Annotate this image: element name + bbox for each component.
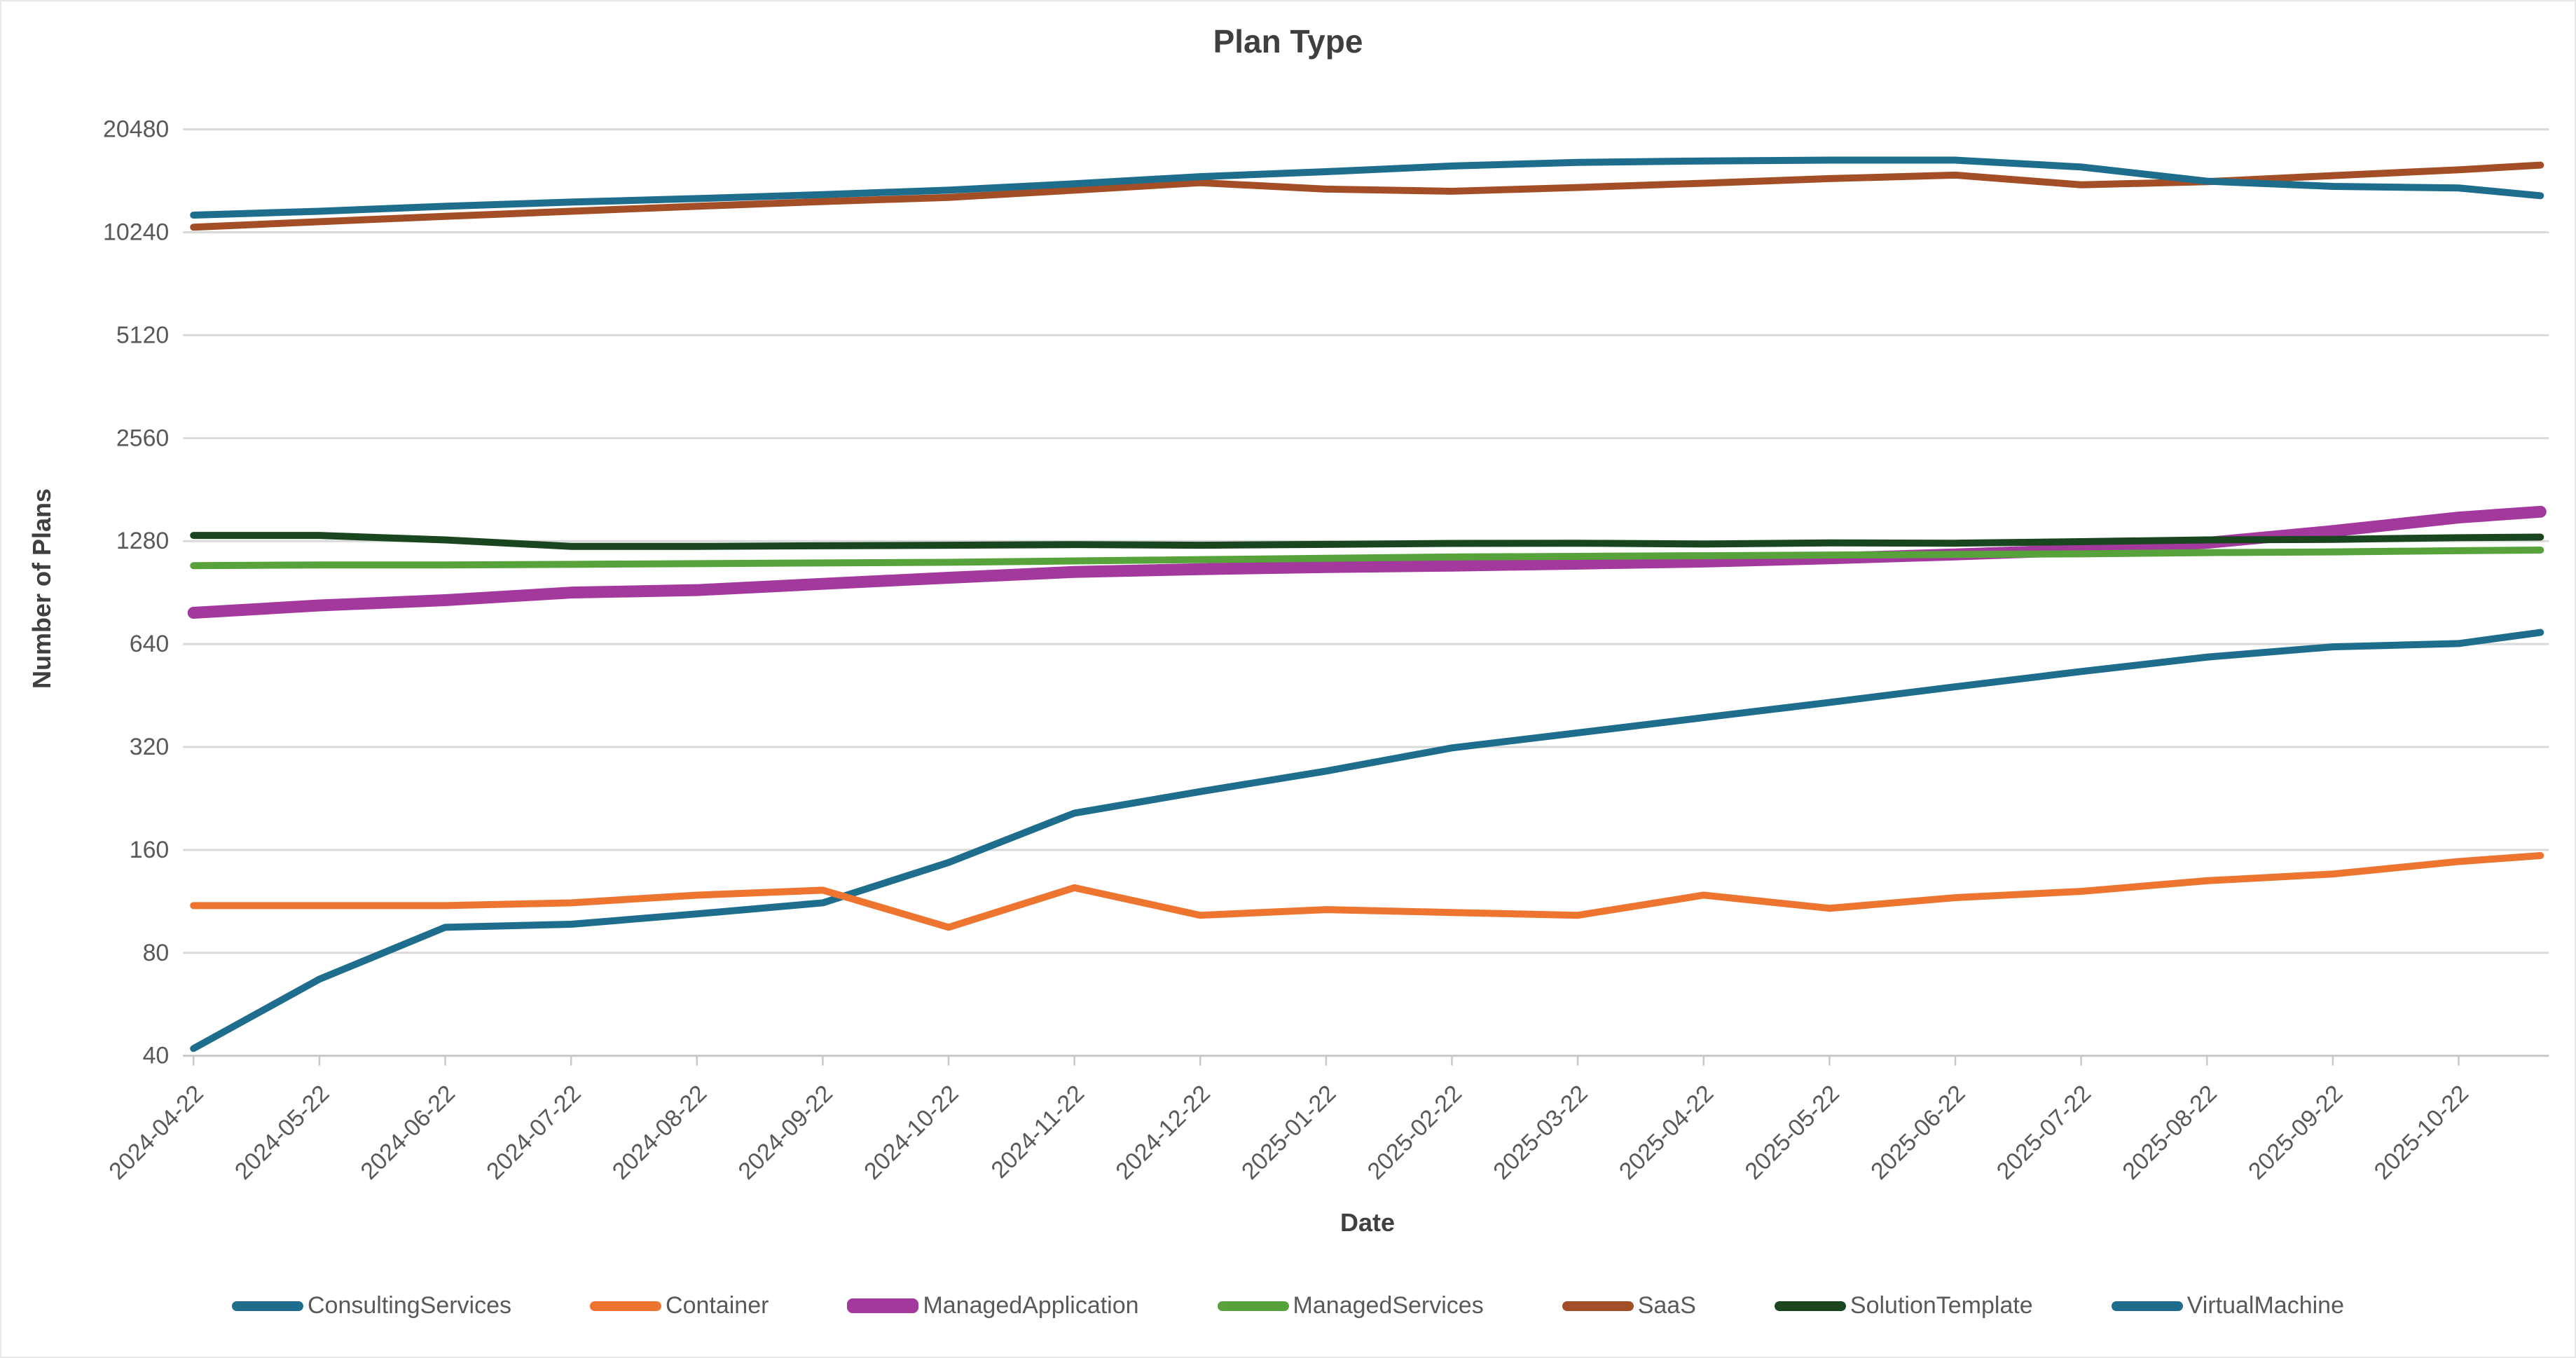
x-tick-label: 2025-01-22: [1237, 1080, 1342, 1185]
legend-swatch-saas: [1562, 1301, 1634, 1311]
legend-item-container[interactable]: Container: [590, 1292, 769, 1319]
y-tick-label: 5120: [116, 322, 169, 348]
series-line-virtualmachine: [190, 156, 2544, 219]
legend-label: Container: [666, 1292, 769, 1319]
legend-item-managed-application[interactable]: ManagedApplication: [847, 1292, 1139, 1319]
x-tick-label: 2025-09-22: [2243, 1080, 2348, 1185]
legend-swatch-managed-services: [1217, 1301, 1289, 1311]
y-tick-label: 320: [130, 734, 170, 760]
x-tick-label: 2025-02-22: [1363, 1080, 1468, 1185]
legend-label: SaaS: [1637, 1292, 1696, 1319]
y-tick-label: 10240: [103, 219, 169, 246]
series-line-managedservices: [190, 546, 2544, 570]
chart-title: Plan Type: [1213, 23, 1363, 60]
series-line-consultingservices: [190, 629, 2544, 1052]
x-axis-title: Date: [1339, 1208, 1396, 1237]
x-tick-label: 2024-06-22: [356, 1080, 461, 1185]
x-tick-label: 2025-04-22: [1614, 1080, 1719, 1185]
x-tick-label: 2024-09-22: [733, 1080, 838, 1185]
series-line-managedapplication: [187, 505, 2547, 619]
legend-label: SolutionTemplate: [1850, 1292, 2033, 1319]
x-tick-label: 2024-05-22: [230, 1080, 335, 1185]
legend-label: ManagedApplication: [923, 1292, 1139, 1319]
x-tick-label: 2024-07-22: [481, 1080, 586, 1185]
series-line-solutiontemplate: [190, 532, 2544, 550]
legend-swatch-container: [590, 1301, 662, 1311]
y-tick-label: 160: [130, 837, 170, 863]
legend: ConsultingServices Container ManagedAppl…: [1, 1292, 2575, 1319]
y-tick-labels: 40 80 160 320 640 1280 2560 5120 10240 20480: [103, 116, 169, 1069]
x-tick-label: 2025-05-22: [1740, 1080, 1845, 1185]
legend-item-managed-services[interactable]: ManagedServices: [1217, 1292, 1484, 1319]
y-tick-label: 2560: [116, 425, 169, 451]
y-tick-label: 640: [130, 631, 170, 657]
legend-item-consulting-services[interactable]: ConsultingServices: [231, 1292, 512, 1319]
x-tick-label: 2025-06-22: [1866, 1080, 1971, 1185]
series-line-container: [190, 851, 2544, 931]
x-tick-label: 2025-03-22: [1488, 1080, 1593, 1185]
legend-label: ConsultingServices: [307, 1292, 512, 1319]
legend-swatch-solution-template: [1774, 1301, 1846, 1311]
x-tick-label: 2024-12-22: [1110, 1080, 1215, 1185]
legend-swatch-managed-application: [847, 1298, 919, 1313]
x-tick-label: 2024-04-22: [104, 1080, 209, 1185]
x-axis: [183, 1055, 2549, 1066]
y-tick-label: 1280: [116, 528, 169, 554]
x-tick-label: 2024-10-22: [859, 1080, 964, 1185]
x-tick-label: 2024-08-22: [607, 1080, 712, 1185]
series-lines: [187, 156, 2547, 1052]
y-tick-label: 80: [143, 940, 170, 966]
legend-item-virtual-machine[interactable]: VirtualMachine: [2111, 1292, 2344, 1319]
legend-item-saas[interactable]: SaaS: [1562, 1292, 1696, 1319]
x-tick-label: 2025-10-22: [2369, 1080, 2474, 1185]
y-axis-title: Number of Plans: [27, 488, 56, 690]
legend-label: ManagedServices: [1293, 1292, 1484, 1319]
x-tick-label: 2025-07-22: [1992, 1080, 2097, 1185]
x-tick-labels: 2024-04-22 2024-05-22 2024-06-22 2024-07-22…: [104, 1080, 2474, 1185]
legend-label: VirtualMachine: [2186, 1292, 2344, 1319]
y-tick-label: 40: [143, 1043, 170, 1069]
legend-swatch-consulting-services: [231, 1301, 303, 1311]
x-tick-label: 2024-11-22: [986, 1080, 1090, 1184]
legend-swatch-virtual-machine: [2111, 1301, 2183, 1311]
series-line-saas: [190, 161, 2544, 231]
x-tick-label: 2025-08-22: [2117, 1080, 2222, 1185]
y-tick-label: 20480: [103, 116, 169, 143]
legend-item-solution-template[interactable]: SolutionTemplate: [1774, 1292, 2033, 1319]
